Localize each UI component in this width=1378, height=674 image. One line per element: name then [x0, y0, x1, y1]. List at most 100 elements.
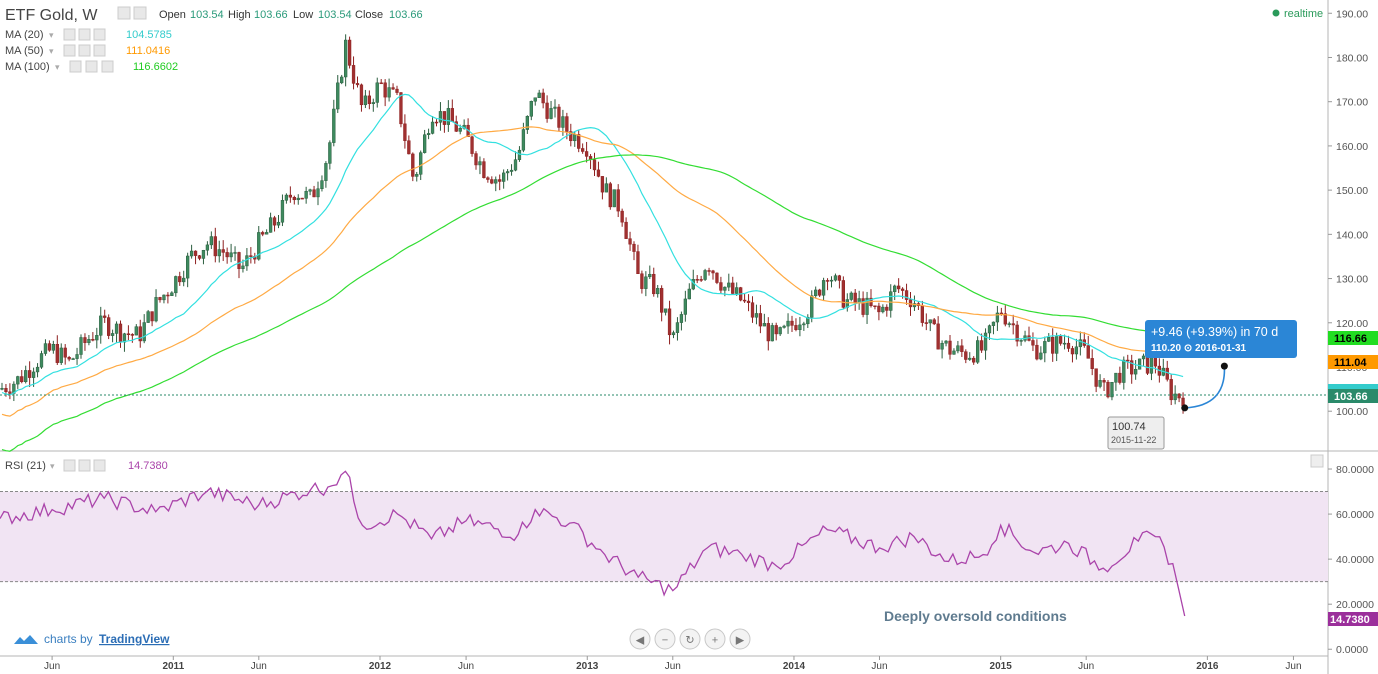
- candle-body: [577, 134, 581, 149]
- close-icon[interactable]: [93, 28, 106, 41]
- nav-button-circle[interactable]: [679, 628, 701, 650]
- nav-button-circle[interactable]: [654, 628, 676, 650]
- candle-body: [110, 333, 115, 336]
- chevron-down-icon[interactable]: ▾: [49, 30, 54, 40]
- candle-body: [498, 179, 502, 182]
- candle-body: [1011, 323, 1015, 326]
- projection-start-point[interactable]: [1181, 404, 1189, 412]
- candle-body: [332, 108, 336, 143]
- candle-body: [553, 106, 557, 109]
- candle-body: [438, 111, 443, 123]
- zoom-out-button[interactable]: −: [654, 628, 676, 650]
- candle-body: [39, 353, 44, 368]
- candle-body: [541, 92, 545, 104]
- branding[interactable]: charts by TradingView: [14, 632, 170, 646]
- chevron-down-icon[interactable]: ▾: [50, 461, 55, 471]
- price-tick-label: 180.00: [1336, 52, 1368, 64]
- gear-icon[interactable]: [78, 459, 91, 472]
- candle-body: [347, 39, 352, 66]
- symbol-settings-controls[interactable]: [117, 6, 147, 20]
- candle-body: [794, 325, 798, 330]
- close-icon[interactable]: [101, 60, 114, 73]
- candle-body: [1122, 359, 1126, 383]
- candle-body: [16, 376, 20, 385]
- candle-body: [683, 298, 688, 315]
- candle-body: [557, 106, 561, 128]
- eye-icon[interactable]: [69, 60, 82, 73]
- candle-body: [1086, 345, 1090, 359]
- candle-body: [908, 299, 913, 308]
- candle-body: [1078, 339, 1082, 348]
- candle-body: [403, 123, 407, 141]
- candle-body: [1051, 336, 1055, 354]
- candle-body: [83, 337, 87, 343]
- nav-button-glyph: ↻: [685, 635, 694, 647]
- candle-body: [944, 340, 948, 344]
- candle-body: [454, 121, 458, 132]
- candle-body: [802, 323, 806, 326]
- reset-button[interactable]: ↻: [679, 628, 701, 650]
- ohlc-open-label: Open: [159, 9, 186, 21]
- gear-icon[interactable]: [78, 44, 91, 57]
- candle-body: [67, 357, 71, 360]
- candle-body: [154, 297, 158, 322]
- candle-body: [126, 333, 131, 335]
- candle-body: [395, 88, 399, 93]
- gear-icon[interactable]: [85, 60, 98, 73]
- ma20-label: MA (20): [5, 29, 44, 41]
- symbol-title: ETF Gold, W: [5, 7, 98, 24]
- settings-icon[interactable]: [117, 6, 131, 20]
- close-icon[interactable]: [93, 44, 106, 57]
- ma50-line: [1, 126, 1184, 417]
- candle-body: [328, 142, 332, 164]
- eye-icon[interactable]: [63, 459, 76, 472]
- candle-body: [640, 273, 644, 289]
- candle-body: [31, 371, 36, 378]
- candlestick-series: [0, 34, 1185, 414]
- close-icon[interactable]: [133, 6, 147, 20]
- candle-body: [8, 391, 12, 394]
- time-tick-label: Jun: [44, 661, 60, 672]
- candle-body: [644, 276, 648, 289]
- branding-link[interactable]: TradingView: [99, 632, 170, 646]
- candle-body: [1047, 336, 1051, 342]
- candle-body: [355, 83, 360, 86]
- scroll-right-button[interactable]: ▶: [729, 628, 751, 650]
- ma50-tag: [1328, 355, 1378, 369]
- ohlc-open-value: 103.54: [190, 9, 224, 21]
- zoom-in-button[interactable]: +: [704, 628, 726, 650]
- scroll-left-button[interactable]: ◀: [629, 628, 651, 650]
- candle-body: [138, 326, 142, 342]
- navigation-controls[interactable]: ◀ − ↻ + ▶: [629, 628, 751, 650]
- candle-body: [308, 189, 312, 192]
- candle-body: [707, 270, 711, 272]
- candle-body: [268, 217, 273, 233]
- chevron-down-icon[interactable]: ▾: [49, 46, 54, 56]
- candle-body: [505, 171, 510, 174]
- chevron-down-icon[interactable]: ▾: [55, 62, 60, 72]
- candle-body: [114, 323, 119, 334]
- nav-button-circle[interactable]: [704, 628, 726, 650]
- candle-body: [59, 347, 63, 363]
- realtime-dot-icon: [1272, 9, 1280, 17]
- candle-body: [932, 319, 936, 325]
- projection-tool[interactable]: +9.46 (+9.39%) in 70 d 110.20 ⊙ 2016-01-…: [1107, 320, 1297, 450]
- maximize-pane-icon[interactable]: [1310, 454, 1324, 468]
- eye-icon[interactable]: [63, 28, 76, 41]
- candle-body: [968, 357, 972, 360]
- candle-body: [367, 95, 372, 104]
- nav-button-circle[interactable]: [729, 628, 751, 650]
- candle-body: [1098, 380, 1102, 387]
- candle-body: [482, 161, 486, 178]
- candle-body: [474, 153, 478, 166]
- close-icon[interactable]: [93, 459, 106, 472]
- candle-body: [1031, 340, 1035, 346]
- projection-end-point[interactable]: [1220, 362, 1228, 370]
- candle-body: [592, 159, 597, 171]
- candle-body: [407, 140, 411, 155]
- close-tag-text: 103.66: [1334, 391, 1368, 403]
- gear-icon[interactable]: [78, 28, 91, 41]
- eye-icon[interactable]: [63, 44, 76, 57]
- nav-button-circle[interactable]: [629, 628, 651, 650]
